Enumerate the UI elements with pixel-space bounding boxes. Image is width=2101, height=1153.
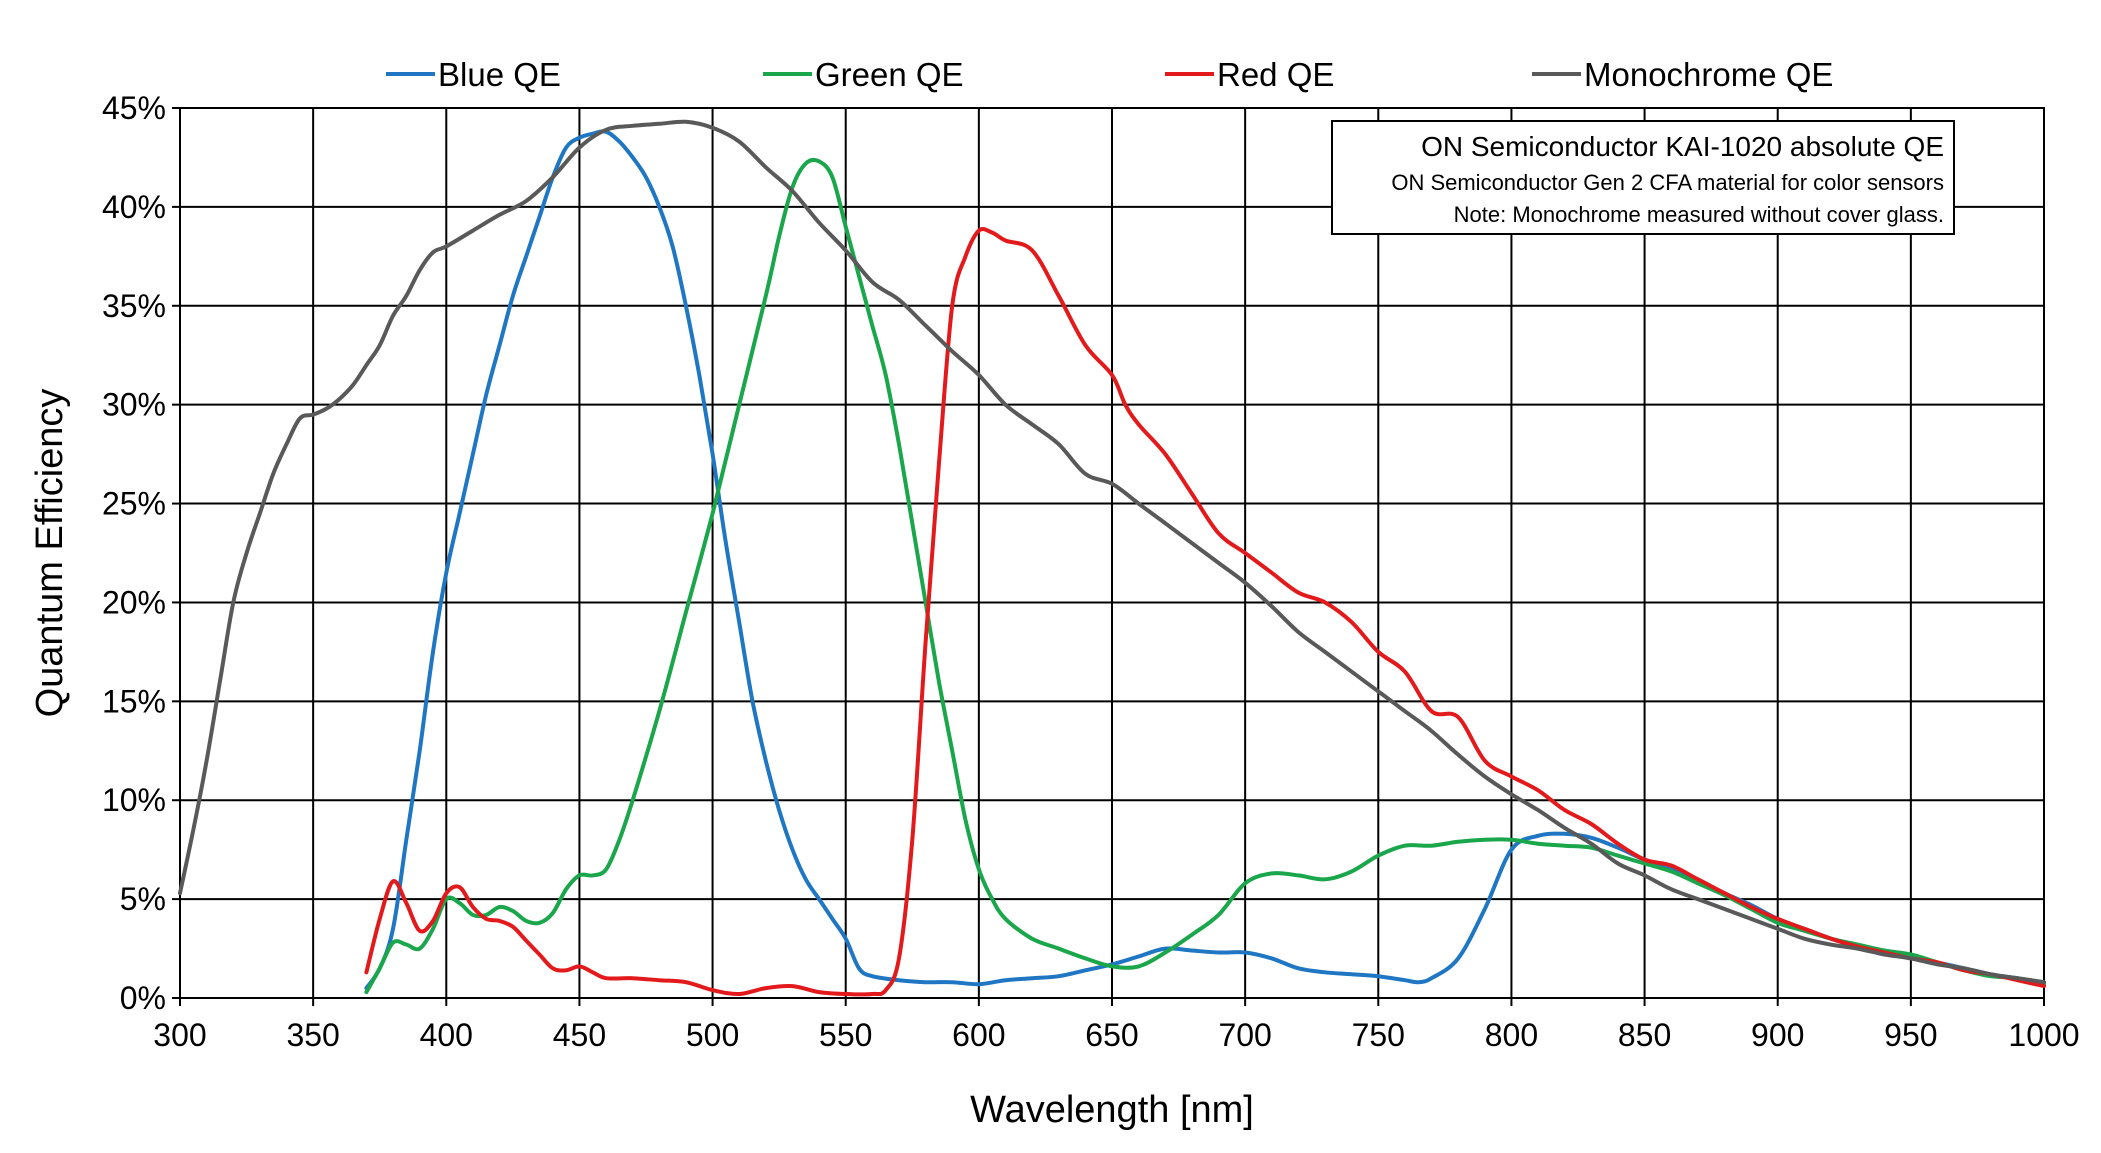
x-tick-label: 800: [1485, 1017, 1538, 1053]
y-axis-title: Quantum Efficiency: [29, 389, 71, 718]
y-tick-label: 20%: [102, 584, 166, 620]
x-axis-title: Wavelength [nm]: [970, 1089, 1254, 1131]
annotation-line-1: ON Semiconductor Gen 2 CFA material for …: [1391, 170, 1944, 195]
y-tick-label: 35%: [102, 288, 166, 324]
y-tick-label: 40%: [102, 189, 166, 225]
y-tick-label: 0%: [120, 980, 166, 1016]
annotation-title: ON Semiconductor KAI-1020 absolute QE: [1421, 131, 1944, 162]
x-tick-label: 1000: [2008, 1017, 2079, 1053]
annotation-box: ON Semiconductor KAI-1020 absolute QE ON…: [1331, 120, 1955, 235]
annotation-line-2: Note: Monochrome measured without cover …: [1454, 202, 1944, 227]
x-axis: 300 350 400 450 500 550 600 650 700 750 800 850 900 9…: [153, 998, 2080, 1053]
series-line-green-qe: [364, 157, 2046, 995]
series-line-monochrome-qe: [178, 119, 2046, 985]
x-tick-label: 900: [1751, 1017, 1804, 1053]
series-layer: [178, 119, 2046, 997]
series-line-red-qe: [364, 227, 2046, 997]
x-tick-label: 650: [1085, 1017, 1138, 1053]
legend-label-green-qe: Green QE: [815, 56, 964, 93]
x-tick-label: 450: [553, 1017, 606, 1053]
y-tick-label: 30%: [102, 387, 166, 423]
y-tick-label: 25%: [102, 486, 166, 522]
x-tick-label: 700: [1218, 1017, 1271, 1053]
x-tick-label: 850: [1618, 1017, 1671, 1053]
x-tick-label: 500: [686, 1017, 739, 1053]
y-tick-label: 15%: [102, 683, 166, 719]
x-tick-label: 550: [819, 1017, 872, 1053]
legend-label-monochrome-qe: Monochrome QE: [1584, 56, 1833, 93]
legend-label-blue-qe: Blue QE: [438, 56, 561, 93]
x-tick-label: 300: [153, 1017, 206, 1053]
legend: Blue QE Green QE Red QE Monochrome QE: [386, 56, 1833, 93]
x-tick-label: 750: [1352, 1017, 1405, 1053]
x-tick-label: 350: [286, 1017, 339, 1053]
legend-label-red-qe: Red QE: [1217, 56, 1334, 93]
y-axis: 0% 5% 10% 15% 20% 25% 30% 35% 40% 45%: [102, 90, 180, 1016]
annotation-frame: [1331, 120, 1955, 235]
x-tick-label: 950: [1884, 1017, 1937, 1053]
y-tick-label: 10%: [102, 782, 166, 818]
x-tick-label: 400: [420, 1017, 473, 1053]
x-tick-label: 600: [952, 1017, 1005, 1053]
y-tick-label: 5%: [120, 881, 166, 917]
y-tick-label: 45%: [102, 90, 166, 126]
